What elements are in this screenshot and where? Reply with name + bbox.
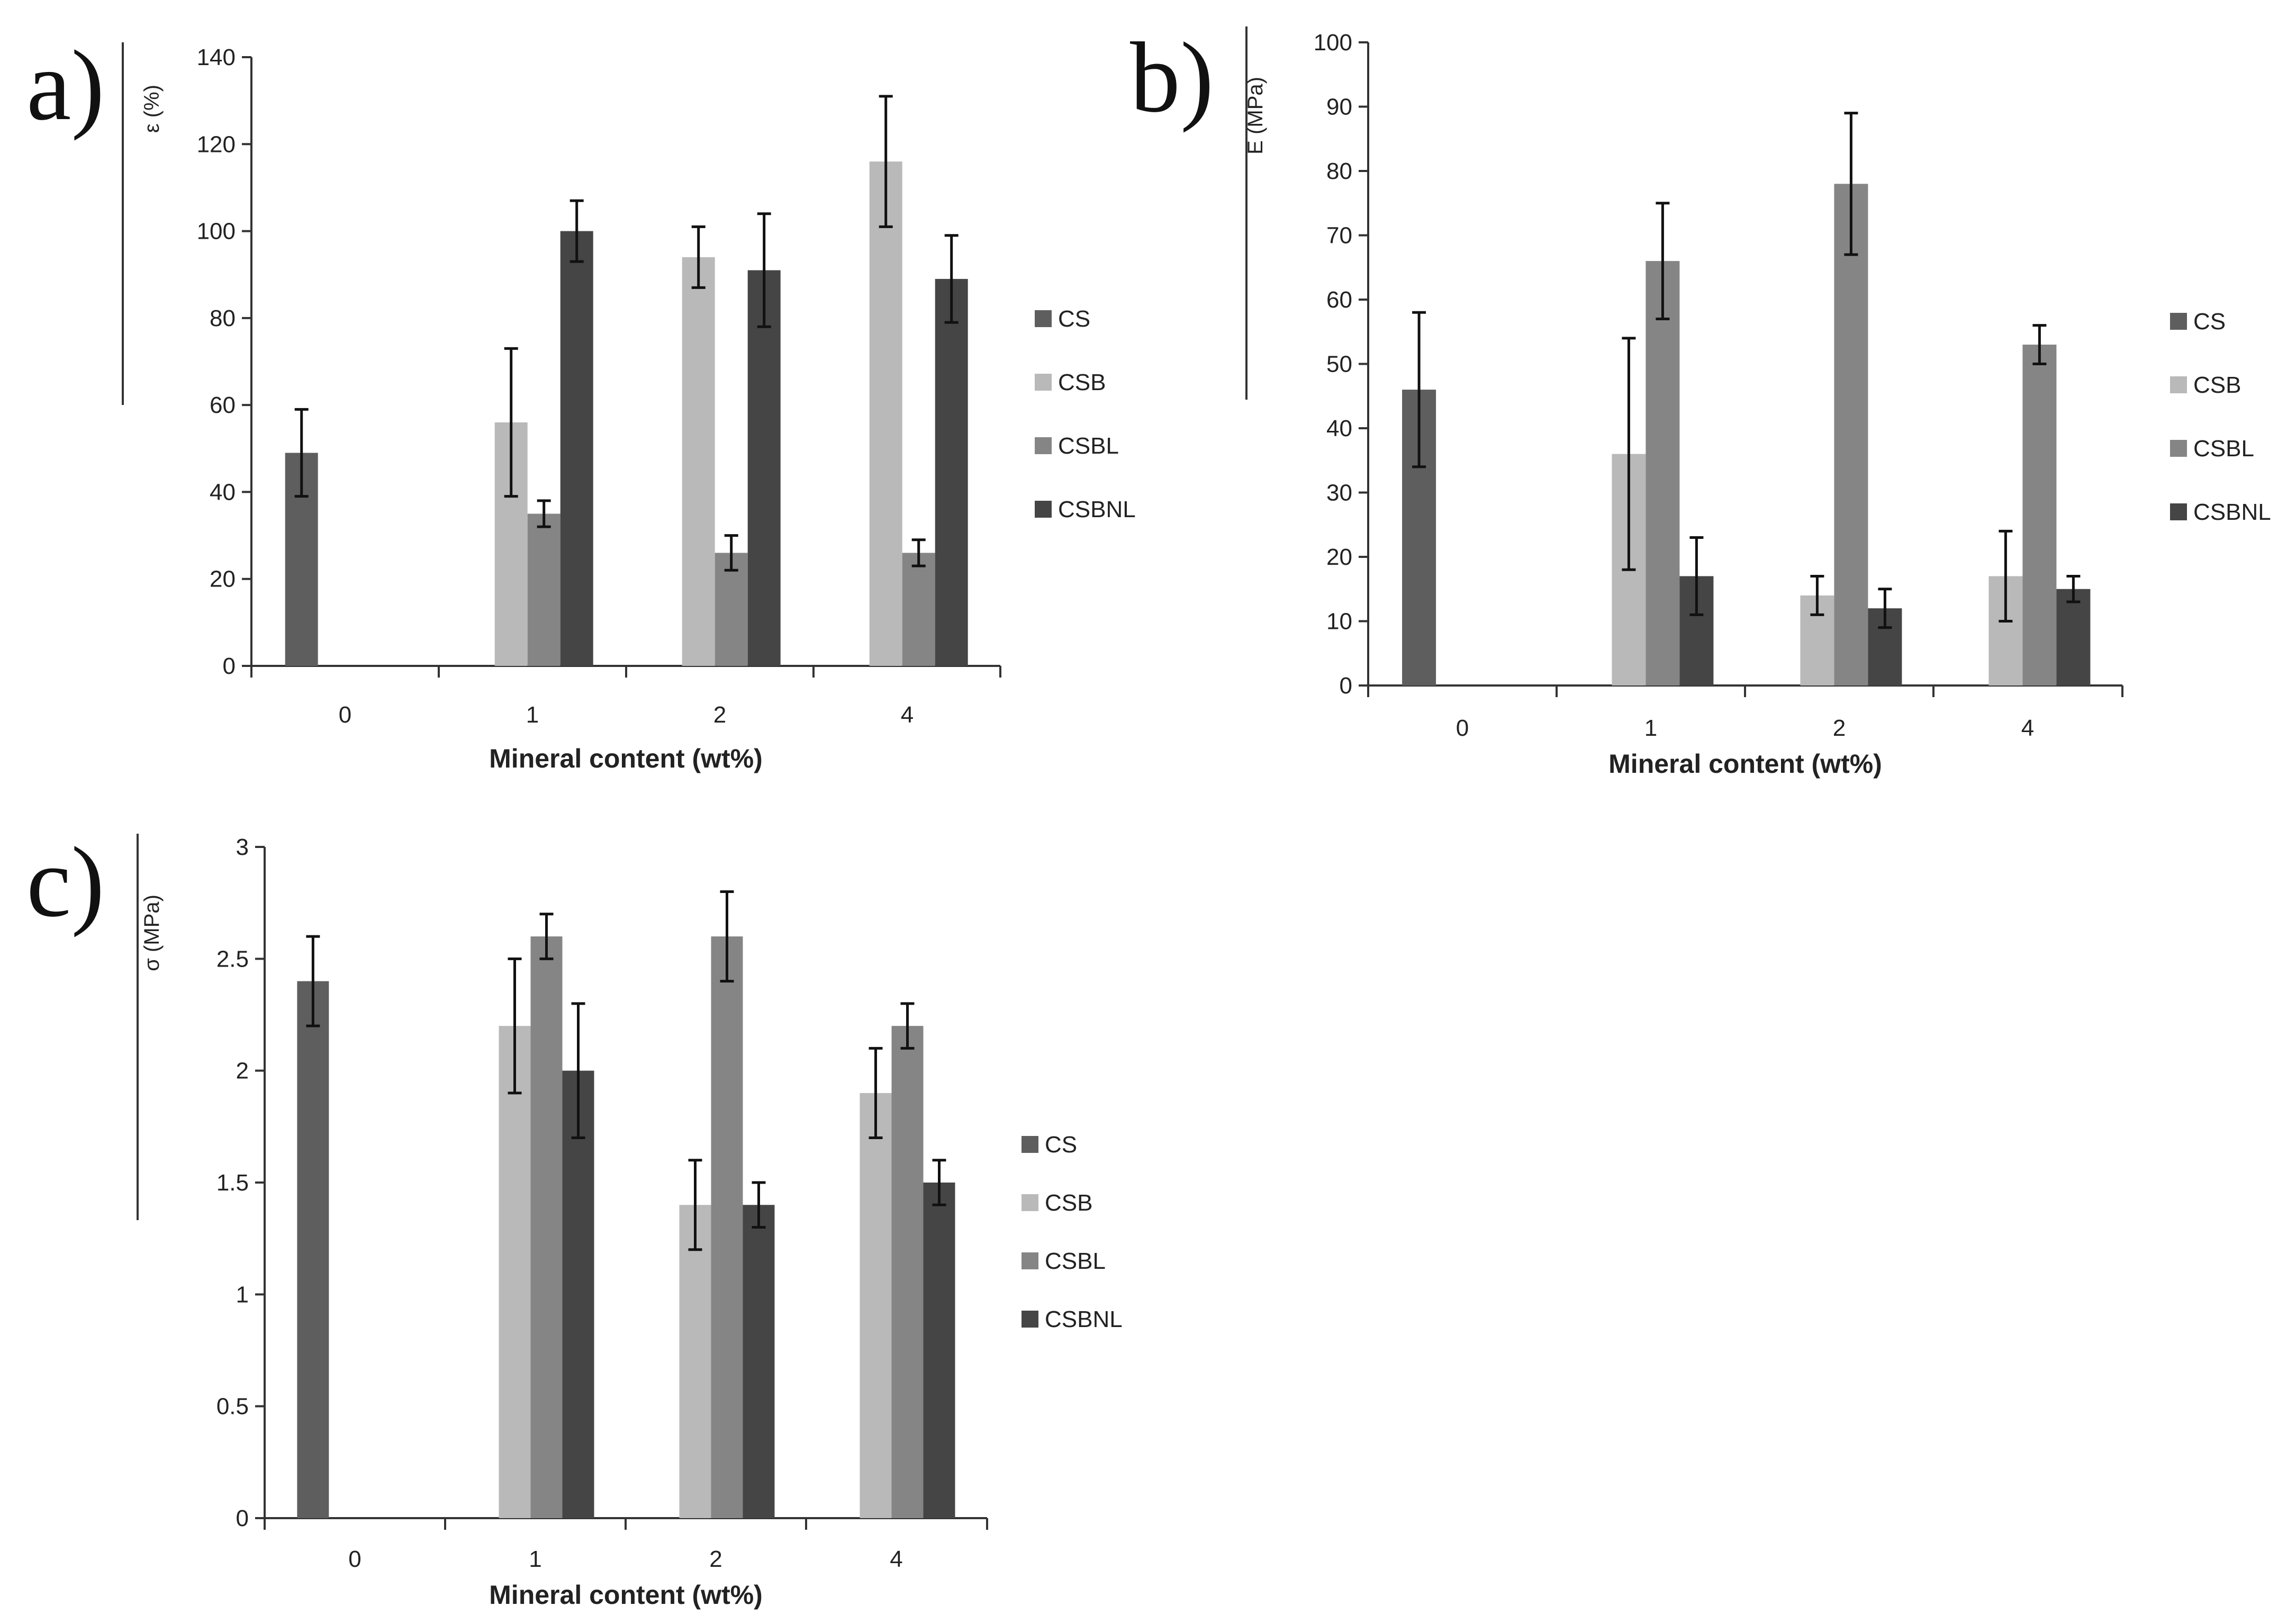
bar-csbnl (935, 278, 968, 666)
legend-label-csbnl: CSBNL (1045, 1306, 1123, 1332)
y-tick-label: 2 (236, 1058, 249, 1084)
legend-swatch-csb (2170, 376, 2187, 393)
y-tick-label: 60 (210, 392, 236, 418)
legend-label-cs: CS (1045, 1132, 1077, 1158)
panel-a: a) ε (%) 0 20 40 60 80 100 120 140 0 1 2 4 Mineral con… (26, 30, 1136, 773)
legend-swatch-csbnl (1035, 501, 1052, 518)
y-tick-label: 40 (1326, 416, 1352, 441)
y-tick-label: 50 (1326, 351, 1352, 377)
legend-swatch-cs (1035, 310, 1052, 327)
y-tick-label: 60 (1326, 287, 1352, 313)
bar-csb (860, 1093, 892, 1518)
bar-csbl (2022, 345, 2057, 685)
y-tick-label: 80 (210, 305, 236, 331)
x-tick-label: 4 (890, 1546, 902, 1572)
bar-csbnl (562, 1070, 594, 1518)
legend-swatch-csbl (1022, 1252, 1038, 1269)
y-tick-label: 80 (1326, 158, 1352, 184)
legend-label-csb: CSB (1058, 369, 1106, 395)
bar-csb (499, 1026, 531, 1518)
x-tick-label: 0 (348, 1546, 361, 1572)
x-tick-label: 0 (1456, 715, 1469, 741)
y-tick-label: 0.5 (216, 1394, 249, 1420)
legend-swatch-csbl (1035, 437, 1052, 454)
panel-b: b) E (MPa) 0 10 20 30 40 50 60 70 80 90 100 0 1 2 4 Miner… (1130, 22, 2271, 779)
y-axis-title: σ (MPa) (140, 895, 164, 971)
x-tick-label: 2 (1833, 715, 1846, 741)
bar-csb (679, 1205, 711, 1518)
bar-csbl (530, 936, 563, 1518)
y-tick-label: 100 (197, 219, 236, 245)
bar-csbl (715, 553, 748, 666)
x-axis-title: Mineral content (wt%) (489, 744, 763, 773)
legend-label-csbnl: CSBNL (1058, 497, 1136, 522)
y-tick-label: 20 (1326, 544, 1352, 570)
x-tick-label: 2 (709, 1546, 722, 1572)
x-tick-label: 1 (1644, 715, 1657, 741)
y-tick-label: 1.5 (216, 1170, 249, 1196)
y-tick-label: 20 (210, 566, 236, 592)
bar-csbl (1646, 261, 1680, 686)
legend-label-csbnl: CSBNL (2193, 499, 2271, 525)
legend-label-csb: CSB (2193, 372, 2241, 398)
y-tick-label: 0 (1340, 673, 1352, 699)
bar-csbnl (743, 1205, 775, 1518)
y-tick-label: 70 (1326, 223, 1352, 249)
y-tick-label: 10 (1326, 609, 1352, 635)
y-axis-title: E (MPa) (1244, 77, 1267, 155)
legend-label-csbl: CSBL (1045, 1248, 1106, 1274)
bar-csbl (711, 936, 743, 1518)
y-tick-label: 90 (1326, 94, 1352, 120)
panel-letter: a) (26, 30, 105, 141)
y-axis-title: ε (%) (140, 85, 164, 133)
panel-letter: b) (1130, 22, 1214, 133)
x-tick-label: 0 (339, 702, 351, 728)
legend-swatch-csb (1022, 1194, 1038, 1211)
y-tick-label: 120 (197, 131, 236, 157)
legend-swatch-csbl (2170, 440, 2187, 457)
panel-letter: c) (26, 827, 105, 938)
x-tick-label: 1 (526, 702, 539, 728)
bar-csbnl (747, 270, 781, 666)
x-axis-title: Mineral content (wt%) (489, 1580, 763, 1610)
bar-csbnl (560, 231, 593, 666)
y-tick-label: 1 (236, 1282, 249, 1307)
x-tick-label: 4 (901, 702, 914, 728)
y-tick-label: 100 (1314, 30, 1352, 56)
legend-label-cs: CS (2193, 309, 2226, 335)
legend-swatch-csbnl (1022, 1311, 1038, 1328)
x-tick-label: 2 (713, 702, 726, 728)
y-tick-label: 30 (1326, 480, 1352, 506)
y-tick-label: 2.5 (216, 946, 249, 972)
legend-swatch-csbnl (2170, 503, 2187, 520)
x-tick-label: 4 (2021, 715, 2034, 741)
bar-csbl (891, 1026, 924, 1518)
bar-csbl (1834, 184, 1868, 685)
x-axis-title: Mineral content (wt%) (1608, 749, 1882, 779)
bar-csbl (527, 513, 561, 666)
legend-label-cs: CS (1058, 306, 1090, 332)
bar-csbnl (923, 1183, 955, 1518)
x-tick-label: 1 (529, 1546, 541, 1572)
legend-label-csb: CSB (1045, 1190, 1092, 1216)
bar-csb (869, 161, 902, 666)
bar-csbl (902, 553, 935, 666)
y-tick-label: 0 (236, 1505, 249, 1531)
bar-csbnl (2056, 589, 2091, 685)
bar-csb (682, 257, 715, 666)
legend-swatch-csb (1035, 374, 1052, 391)
y-tick-label: 40 (210, 479, 236, 505)
legend-label-csbl: CSBL (1058, 433, 1119, 459)
legend-swatch-cs (1022, 1136, 1038, 1153)
y-tick-label: 3 (236, 834, 249, 860)
bar-cs (297, 981, 329, 1518)
legend-label-csbl: CSBL (2193, 436, 2254, 462)
y-tick-label: 140 (197, 44, 236, 70)
legend-swatch-cs (2170, 313, 2187, 330)
y-tick-label: 0 (223, 653, 236, 679)
panel-c: c) σ (MPa) 0 0.5 1 1.5 2 2.5 3 0 1 2 4 Mineral conten… (26, 827, 1123, 1610)
